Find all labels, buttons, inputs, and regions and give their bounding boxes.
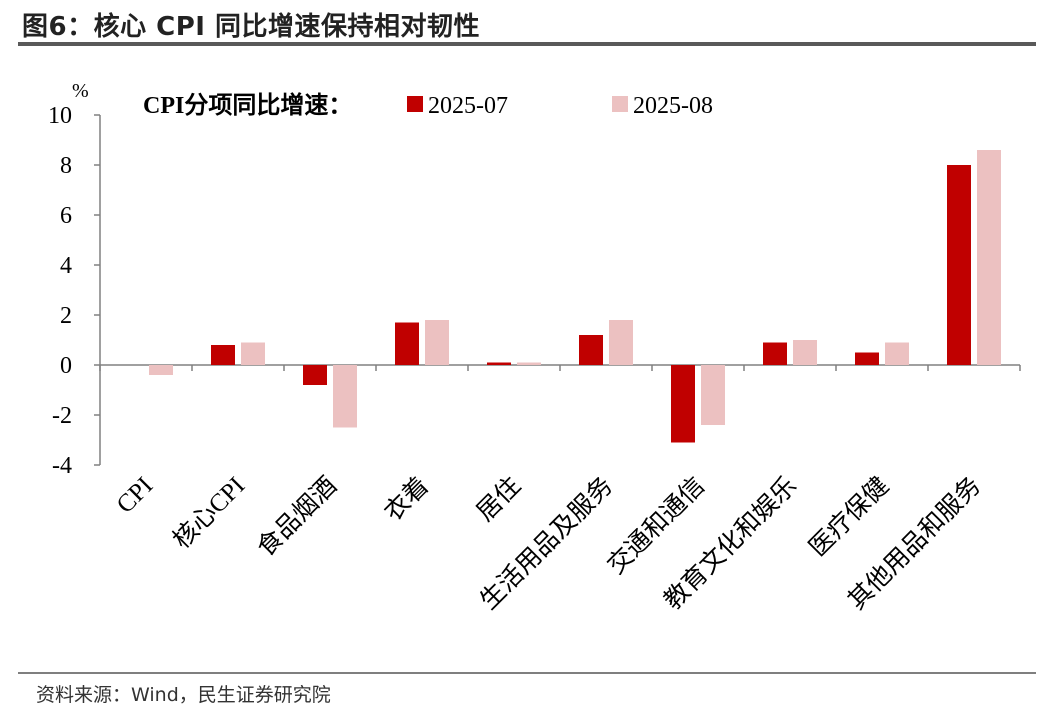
y-tick-label: 10 (48, 103, 72, 129)
source-note: 资料来源：Wind，民生证券研究院 (36, 684, 331, 706)
y-tick-label: 6 (60, 203, 72, 229)
bar-2025-08-其他用品和服务 (977, 150, 1001, 365)
bar-2025-08-食品烟酒 (333, 365, 357, 428)
title-divider (18, 42, 1036, 46)
x-category-label: 居住 (471, 471, 526, 526)
y-unit-label: % (72, 80, 89, 102)
y-tick-label: -4 (52, 453, 72, 479)
x-category-label: 食品烟酒 (252, 471, 343, 562)
bar-2025-07-生活用品及服务 (579, 335, 603, 365)
chart-axes (99, 115, 1021, 465)
y-tick-label: 8 (60, 153, 72, 179)
bar-2025-08-生活用品及服务 (609, 320, 633, 365)
y-tick-label: 0 (60, 353, 72, 379)
chart-legend: CPI分项同比增速： 2025-07 2025-08 (143, 91, 713, 119)
legend-label-2025-08: 2025-08 (633, 93, 713, 119)
bar-2025-07-食品烟酒 (303, 365, 327, 385)
x-category-label: 医疗保健 (804, 471, 895, 562)
bar-2025-07-核心CPI (211, 345, 235, 365)
bar-2025-07-衣着 (395, 322, 419, 365)
bar-2025-08-CPI (149, 365, 173, 375)
y-tick-label: 4 (60, 253, 72, 279)
bar-2025-08-居住 (517, 362, 541, 365)
y-tick-label: -2 (52, 403, 72, 429)
bar-2025-07-其他用品和服务 (947, 165, 971, 365)
source-divider (18, 672, 1036, 674)
y-tick-labels: 10 8 6 4 2 0 -2 -4 (48, 103, 100, 479)
bar-2025-08-医疗保健 (885, 342, 909, 365)
x-category-label: 衣着 (379, 471, 434, 526)
x-category-label: CPI (112, 472, 159, 519)
x-category-label: 核心CPI (168, 471, 251, 554)
legend-title: CPI分项同比增速： (143, 91, 352, 119)
legend-swatch-2025-07 (407, 96, 423, 112)
bar-2025-07-医疗保健 (855, 352, 879, 365)
bar-2025-07-居住 (487, 362, 511, 365)
bar-2025-07-交通和通信 (671, 365, 695, 443)
bar-2025-08-衣着 (425, 320, 449, 365)
bar-2025-07-教育文化和娱乐 (763, 342, 787, 365)
bar-2025-08-交通和通信 (701, 365, 725, 425)
bar-2025-08-核心CPI (241, 342, 265, 365)
legend-swatch-2025-08 (612, 96, 628, 112)
bar-series (149, 150, 1001, 443)
bar-2025-08-教育文化和娱乐 (793, 340, 817, 365)
figure-title: 图6：核心 CPI 同比增速保持相对韧性 (22, 12, 481, 42)
y-tick-label: 2 (60, 303, 72, 329)
legend-label-2025-07: 2025-07 (428, 93, 508, 119)
